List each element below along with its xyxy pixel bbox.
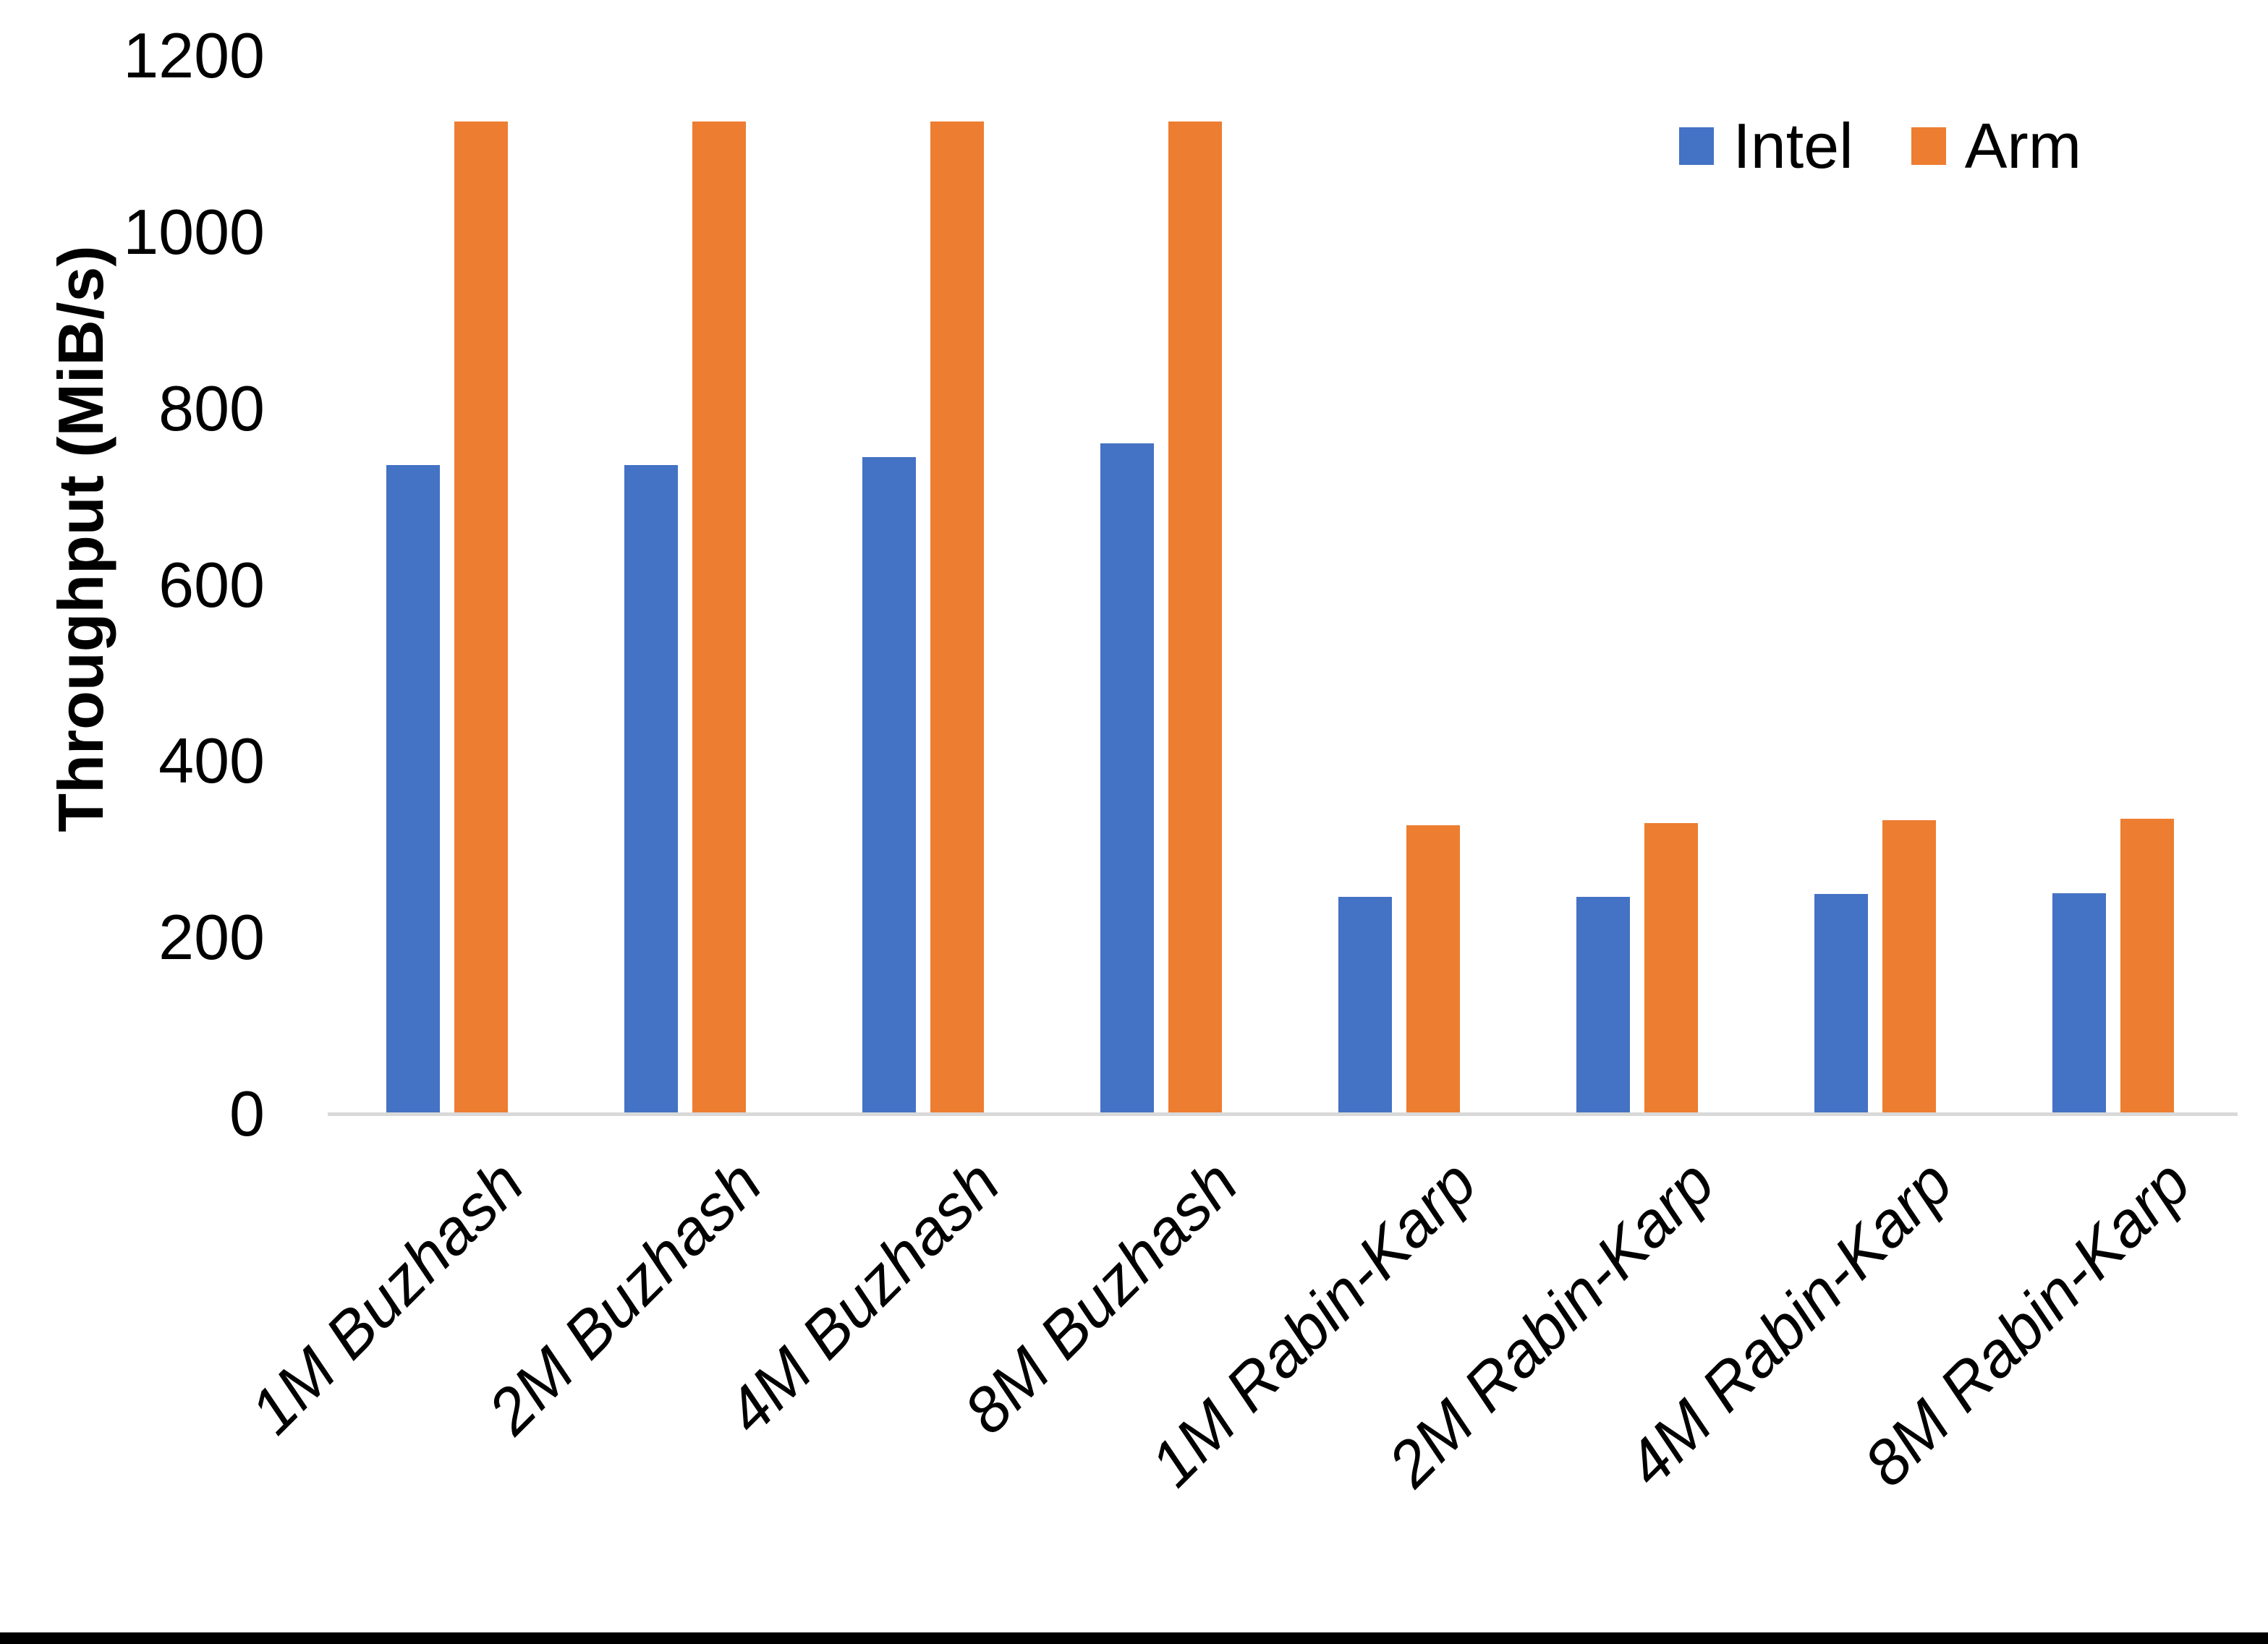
bar-intel-2m-rabin-karp: [1576, 897, 1630, 1114]
bottom-border-bar: [0, 1632, 2268, 1644]
legend-item-arm: Arm: [1911, 113, 2081, 179]
bar-intel-8m-rabin-karp: [2052, 893, 2106, 1114]
intel-series-swatch-icon: [1679, 127, 1715, 165]
bar-intel-2m-buzhash: [624, 464, 678, 1114]
bar-intel-4m-buzhash: [862, 456, 916, 1114]
legend-label-arm: Arm: [1964, 110, 2081, 182]
y-tick-label-400: 400: [158, 725, 265, 797]
y-tick-label-600: 600: [158, 548, 265, 621]
y-tick-label-1200: 1200: [123, 20, 265, 91]
plot-area: [328, 56, 2232, 1114]
arm-series-swatch-icon: [1911, 127, 1946, 165]
y-tick-label-200: 200: [158, 901, 265, 974]
bar-intel-4m-rabin-karp: [1814, 894, 1868, 1114]
bar-arm-2m-buzhash: [692, 122, 746, 1114]
y-tick-label-1000: 1000: [123, 195, 265, 268]
bar-arm-8m-buzhash: [1168, 122, 1222, 1114]
bar-intel-8m-buzhash: [1100, 443, 1154, 1114]
legend: Intel Arm: [1679, 113, 2081, 179]
bar-arm-8m-rabin-karp: [2120, 818, 2174, 1114]
legend-label-intel: Intel: [1733, 110, 1853, 182]
y-tick-label-0: 0: [229, 1078, 265, 1149]
bar-arm-4m-rabin-karp: [1882, 820, 1936, 1114]
bar-arm-1m-buzhash: [454, 122, 508, 1114]
bar-intel-1m-buzhash: [386, 464, 440, 1114]
x-axis-line: [328, 1112, 2238, 1116]
bar-arm-2m-rabin-karp: [1644, 822, 1698, 1114]
legend-item-intel: Intel: [1679, 113, 1853, 179]
y-tick-label-800: 800: [158, 372, 265, 444]
bar-arm-4m-buzhash: [930, 122, 984, 1114]
bar-intel-1m-rabin-karp: [1338, 897, 1392, 1114]
bar-arm-1m-rabin-karp: [1406, 825, 1460, 1114]
